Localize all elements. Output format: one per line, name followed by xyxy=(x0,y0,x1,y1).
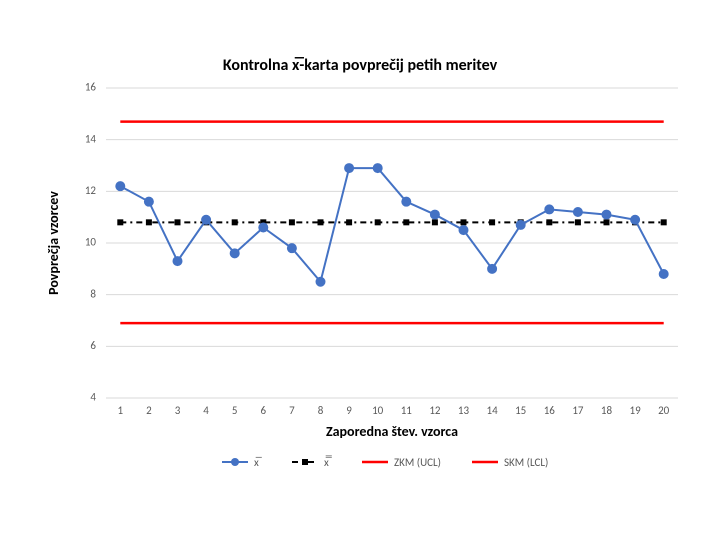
mean-marker xyxy=(661,219,667,225)
x-tick-label: 2 xyxy=(146,404,152,417)
y-tick-label: 8 xyxy=(90,287,96,300)
y-tick-label: 12 xyxy=(85,184,97,197)
x-axis-title: Zaporedna štev. vzorca xyxy=(326,423,458,440)
xbar-marker xyxy=(431,211,439,219)
y-tick-label: 6 xyxy=(90,339,96,352)
x-tick-label: 18 xyxy=(601,404,613,417)
xbar-marker xyxy=(116,182,124,190)
legend-marker-xbar xyxy=(231,458,239,466)
mean-marker xyxy=(289,219,295,225)
mean-marker xyxy=(432,219,438,225)
mean-marker xyxy=(489,219,495,225)
control-chart: Kontrolna x̅-karta povprečij petih merit… xyxy=(0,0,720,540)
xbar-marker xyxy=(231,249,239,257)
legend-label-ucl: ZKM (UCL) xyxy=(394,456,441,469)
xbar-marker xyxy=(517,221,525,229)
xbar-marker xyxy=(660,270,668,278)
mean-marker xyxy=(117,219,123,225)
mean-marker xyxy=(461,219,467,225)
x-tick-label: 4 xyxy=(203,404,209,417)
xbar-marker xyxy=(202,216,210,224)
y-tick-label: 14 xyxy=(85,132,97,145)
x-tick-label: 11 xyxy=(401,404,413,417)
mean-marker xyxy=(403,219,409,225)
x-tick-label: 15 xyxy=(515,404,526,417)
x-tick-label: 10 xyxy=(372,404,384,417)
y-tick-label: 10 xyxy=(85,236,97,249)
x-tick-label: 7 xyxy=(289,404,295,417)
mean-marker xyxy=(232,219,238,225)
xbar-marker xyxy=(631,216,639,224)
x-tick-label: 3 xyxy=(175,404,181,417)
mean-marker xyxy=(175,219,181,225)
x-tick-label: 13 xyxy=(458,404,470,417)
x-tick-label: 14 xyxy=(487,404,499,417)
y-tick-label: 16 xyxy=(85,81,97,94)
chart-title: Kontrolna x̅-karta povprečij petih merit… xyxy=(0,56,720,75)
mean-marker xyxy=(546,219,552,225)
xbar-marker xyxy=(259,224,267,232)
xbar-marker xyxy=(545,205,553,213)
xbar-marker xyxy=(345,164,353,172)
xbar-marker xyxy=(288,244,296,252)
xbar-line xyxy=(120,168,663,282)
legend-label-xbarbar: x̿ xyxy=(324,456,333,469)
xbar-marker xyxy=(317,278,325,286)
x-tick-label: 20 xyxy=(658,404,670,417)
mean-marker xyxy=(146,219,152,225)
xbar-marker xyxy=(603,211,611,219)
legend-label-xbar: x̅ xyxy=(254,456,263,469)
mean-marker xyxy=(318,219,324,225)
y-axis-title: Povprečja vzorcev xyxy=(45,191,62,295)
x-tick-label: 16 xyxy=(544,404,556,417)
mean-marker xyxy=(604,219,610,225)
xbar-marker xyxy=(174,257,182,265)
x-tick-label: 17 xyxy=(572,404,584,417)
mean-marker xyxy=(375,219,381,225)
xbar-marker xyxy=(460,226,468,234)
y-tick-label: 4 xyxy=(90,391,96,404)
legend-label-lcl: SKM (LCL) xyxy=(504,456,548,469)
mean-marker xyxy=(575,219,581,225)
chart-svg: 4681012141612345678910111213141516171819… xyxy=(0,0,720,540)
x-tick-label: 19 xyxy=(630,404,642,417)
x-tick-label: 12 xyxy=(429,404,441,417)
xbar-marker xyxy=(574,208,582,216)
legend-marker-xbarbar xyxy=(302,459,308,465)
x-tick-label: 1 xyxy=(118,404,124,417)
xbar-marker xyxy=(374,164,382,172)
xbar-marker xyxy=(145,198,153,206)
x-tick-label: 9 xyxy=(346,404,352,417)
x-tick-label: 6 xyxy=(261,404,267,417)
x-tick-label: 8 xyxy=(318,404,324,417)
mean-marker xyxy=(346,219,352,225)
xbar-marker xyxy=(488,265,496,273)
x-tick-label: 5 xyxy=(232,404,238,417)
xbar-marker xyxy=(402,198,410,206)
